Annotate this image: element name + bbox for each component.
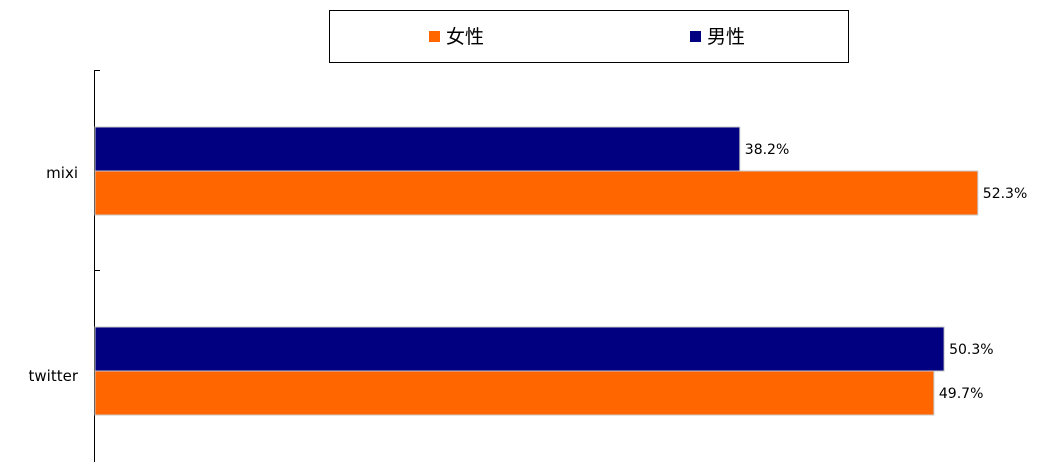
data-label-mixi-female: 52.3% (983, 186, 1027, 202)
legend: 女性 男性 (329, 10, 849, 63)
data-labels: 38.2% 52.3% 50.3% 49.7% (745, 142, 1027, 402)
legend-swatch-female (429, 31, 440, 42)
bars (94, 126, 979, 416)
data-label-twitter-male: 50.3% (949, 342, 993, 358)
data-label-mixi-male: 38.2% (745, 142, 789, 158)
category-label-mixi: mixi (46, 164, 78, 182)
legend-swatch-male (690, 31, 701, 42)
legend-label-female: 女性 (446, 26, 484, 48)
bar-mixi-female (94, 170, 979, 216)
bar-twitter-female (94, 370, 935, 416)
bar-mixi-male (94, 126, 741, 172)
data-label-twitter-female: 49.7% (939, 386, 983, 402)
category-label-twitter: twitter (29, 367, 79, 385)
bar-twitter-male (94, 326, 945, 372)
legend-frame (329, 10, 849, 63)
legend-label-male: 男性 (707, 26, 745, 48)
category-axis: mixi twitter (29, 70, 100, 462)
